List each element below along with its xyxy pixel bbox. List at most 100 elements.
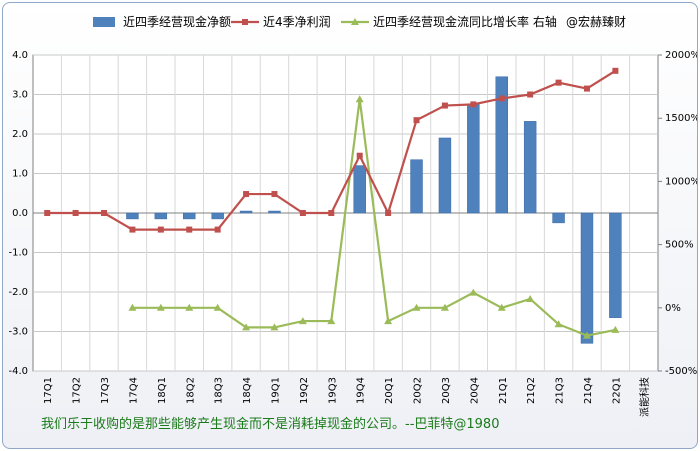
marker-net-profit bbox=[186, 226, 193, 233]
legend-marker-square bbox=[242, 19, 248, 25]
marker-growth-rate bbox=[412, 303, 421, 311]
marker-growth-rate bbox=[242, 323, 251, 331]
chart-svg: 4.0 3.0 2.0 1.0 0.0 -1.0 -2.0 -3.0 -4.0 2000% 1500… bbox=[8, 14, 698, 417]
bar-cash-flow bbox=[580, 212, 594, 344]
x-tick-label: 18Q2 bbox=[185, 377, 196, 404]
x-tick-label: 22Q1 bbox=[611, 377, 622, 404]
legend-label: 近四季经营现金流同比增长率 右轴 bbox=[373, 14, 557, 29]
marker-growth-rate bbox=[156, 303, 165, 311]
marker-growth-rate bbox=[298, 317, 307, 325]
marker-net-profit bbox=[214, 226, 221, 233]
x-tick-label: 21Q4 bbox=[583, 377, 594, 404]
x-tick-label: 21Q1 bbox=[498, 377, 509, 404]
marker-net-profit bbox=[243, 191, 250, 198]
x-tick-label: 18Q3 bbox=[214, 377, 225, 404]
marker-growth-rate bbox=[554, 320, 563, 328]
bar-cash-flow bbox=[183, 212, 196, 220]
y-left-tick-label: -2.0 bbox=[8, 287, 28, 298]
bar-cash-flow bbox=[495, 76, 508, 214]
bar-cash-flow bbox=[438, 137, 452, 214]
y-right-tick-label: -500% bbox=[665, 366, 697, 377]
y-left-tick-label: -1.0 bbox=[8, 248, 28, 259]
bar-cash-flow bbox=[523, 121, 537, 214]
bar-cash-flow bbox=[154, 212, 168, 220]
y-left-tick-label: -3.0 bbox=[8, 327, 28, 338]
legend-marker-triangle bbox=[351, 18, 359, 25]
marker-growth-rate bbox=[270, 323, 279, 331]
x-tick-label: 18Q1 bbox=[157, 377, 168, 404]
legend-label: 近4季净利润 bbox=[263, 15, 331, 29]
marker-growth-rate bbox=[582, 331, 591, 339]
marker-growth-rate bbox=[440, 303, 449, 311]
bar-cash-flow bbox=[126, 212, 139, 220]
marker-net-profit bbox=[583, 85, 590, 92]
marker-net-profit bbox=[470, 101, 477, 108]
marker-growth-rate bbox=[469, 288, 478, 296]
x-tick-label: 17Q1 bbox=[43, 377, 54, 404]
marker-net-profit bbox=[44, 210, 51, 216]
marker-net-profit bbox=[299, 210, 306, 216]
bar-cash-flow bbox=[268, 210, 281, 214]
marker-net-profit bbox=[413, 117, 420, 124]
marker-growth-rate bbox=[185, 303, 194, 311]
bar-cash-flow bbox=[211, 212, 224, 220]
x-tick-label: 19Q4 bbox=[356, 377, 367, 404]
watermark-label: @宏赫臻财 bbox=[566, 14, 626, 29]
marker-growth-rate bbox=[128, 303, 137, 311]
marker-net-profit bbox=[101, 210, 108, 216]
marker-net-profit bbox=[129, 226, 136, 233]
marker-net-profit bbox=[356, 152, 363, 159]
x-tick-label: 20Q1 bbox=[384, 377, 395, 404]
y-left-tick-label: 1.0 bbox=[12, 169, 28, 180]
bar-cash-flow bbox=[467, 104, 480, 214]
x-tick-label: 20Q3 bbox=[441, 377, 452, 404]
y-right-tick-label: 1500% bbox=[665, 113, 698, 124]
y-right-tick-label: 0% bbox=[665, 303, 681, 314]
marker-growth-rate bbox=[611, 325, 620, 333]
marker-net-profit bbox=[157, 226, 164, 233]
buffett-quote: 我们乐于收购的是那些能够产生现金而不是消耗掉现金的公司。--巴菲特@1980 bbox=[41, 417, 500, 432]
y-left-tick-label: -4.0 bbox=[8, 366, 28, 377]
marker-net-profit bbox=[385, 210, 392, 216]
x-tick-label: 17Q3 bbox=[100, 377, 111, 404]
x-tick-label: 17Q2 bbox=[72, 377, 83, 404]
y-right-tick-label: 500% bbox=[665, 240, 694, 251]
bar-cash-flow bbox=[239, 210, 253, 214]
x-tick-label: 19Q1 bbox=[270, 377, 281, 404]
x-tick-label: 19Q3 bbox=[327, 377, 338, 404]
bar-cash-flow bbox=[552, 212, 565, 224]
marker-net-profit bbox=[271, 191, 278, 198]
marker-net-profit bbox=[72, 210, 79, 216]
marker-growth-rate bbox=[384, 317, 393, 325]
x-tick-label: 21Q3 bbox=[555, 377, 566, 404]
x-tick-label: 派能科技 bbox=[638, 377, 651, 417]
marker-net-profit bbox=[555, 79, 562, 86]
x-tick-label: 20Q2 bbox=[413, 377, 424, 404]
marker-net-profit bbox=[612, 67, 619, 74]
marker-growth-rate bbox=[526, 294, 535, 302]
legend-swatch-bar bbox=[93, 17, 115, 27]
marker-growth-rate bbox=[497, 303, 506, 311]
marker-growth-rate bbox=[327, 317, 336, 325]
bar-cash-flow bbox=[609, 212, 622, 318]
y-left-tick-label: 4.0 bbox=[12, 50, 28, 61]
x-tick-label: 17Q4 bbox=[128, 377, 139, 404]
y-left-tick-label: 0.0 bbox=[12, 208, 28, 219]
bar-cash-flow bbox=[353, 165, 366, 214]
marker-net-profit bbox=[441, 102, 448, 109]
y-right-tick-label: 2000% bbox=[665, 50, 698, 61]
marker-growth-rate bbox=[213, 303, 222, 311]
x-tick-label: 21Q2 bbox=[526, 377, 537, 404]
y-left-tick-label: 2.0 bbox=[12, 129, 28, 140]
x-tick-label: 19Q2 bbox=[299, 377, 310, 404]
y-right-tick-label: 1000% bbox=[665, 176, 698, 187]
marker-growth-rate bbox=[355, 95, 364, 103]
marker-net-profit bbox=[498, 95, 505, 102]
y-left-tick-label: 3.0 bbox=[12, 90, 28, 101]
line-growth-rate bbox=[132, 99, 616, 337]
x-tick-label: 20Q4 bbox=[469, 377, 480, 404]
marker-net-profit bbox=[328, 210, 335, 216]
marker-net-profit bbox=[527, 91, 534, 98]
x-tick-label: 18Q4 bbox=[242, 377, 253, 404]
